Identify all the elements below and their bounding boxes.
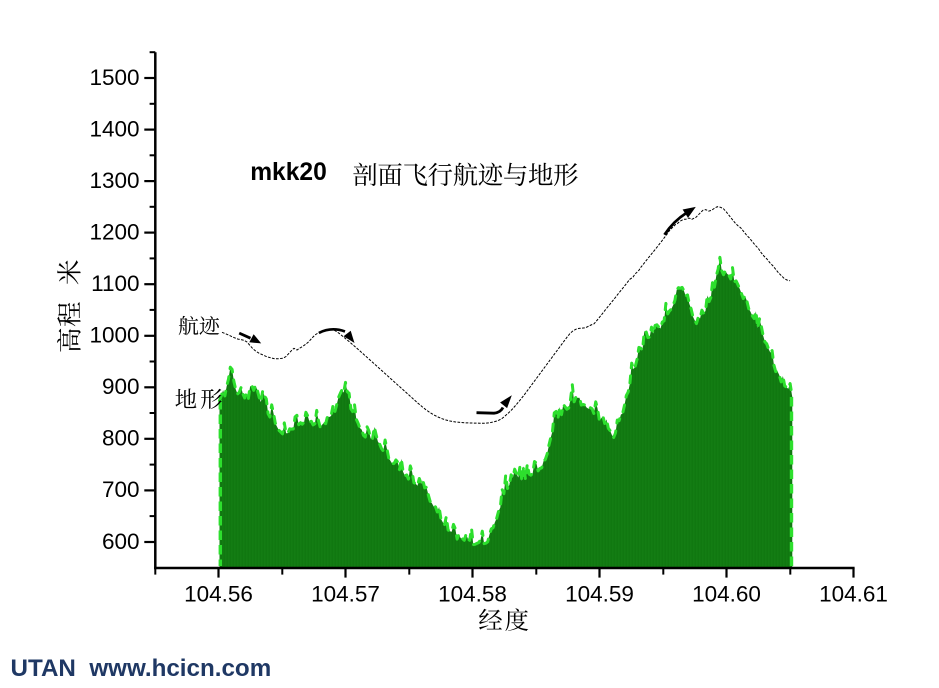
svg-text:700: 700 [102, 477, 140, 502]
svg-text:104.56: 104.56 [184, 582, 253, 607]
svg-text:1300: 1300 [89, 168, 139, 193]
svg-text:104.61: 104.61 [819, 582, 888, 607]
svg-text:1200: 1200 [89, 219, 139, 244]
svg-text:1000: 1000 [89, 323, 139, 348]
svg-text:mkk20: mkk20 [250, 159, 327, 186]
svg-text:1500: 1500 [89, 65, 139, 90]
svg-text:104.60: 104.60 [692, 582, 761, 607]
svg-text:800: 800 [102, 426, 140, 451]
svg-text:900: 900 [102, 374, 140, 399]
svg-text:1400: 1400 [89, 116, 139, 141]
svg-text:UTAN www.hcicn.com: UTAN www.hcicn.com [11, 655, 272, 682]
svg-text:104.57: 104.57 [311, 582, 380, 607]
svg-text:104.58: 104.58 [438, 582, 507, 607]
svg-text:600: 600 [102, 529, 140, 554]
svg-text:104.59: 104.59 [565, 582, 634, 607]
svg-text:1100: 1100 [91, 271, 139, 296]
